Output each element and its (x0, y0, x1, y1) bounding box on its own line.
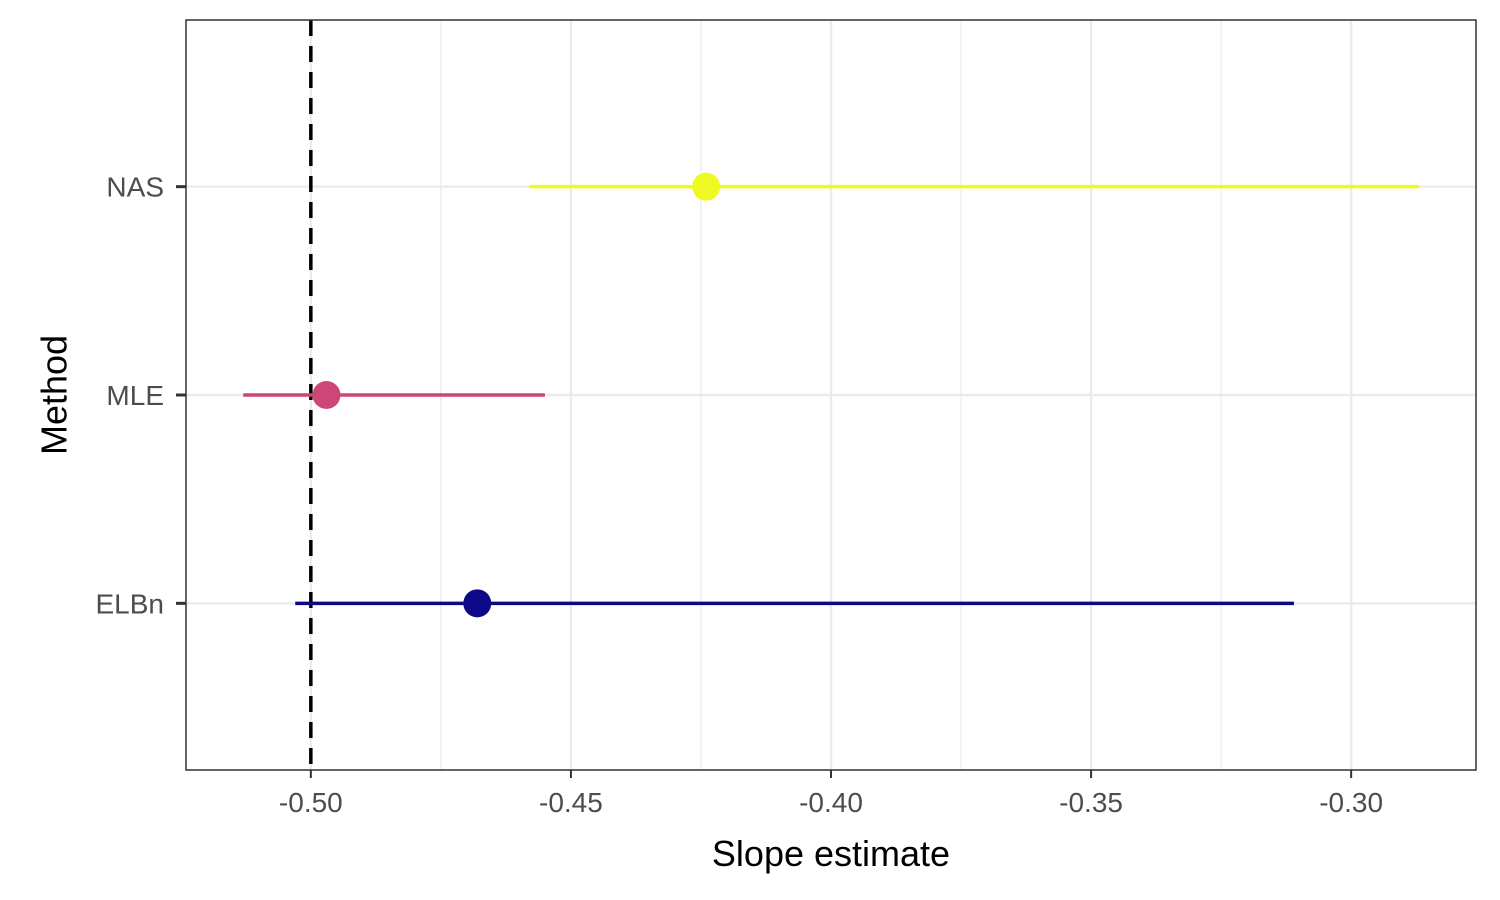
x-tick-label: -0.50 (279, 787, 343, 818)
interval-marks (243, 172, 1419, 618)
point-nas (692, 172, 721, 201)
x-tick-label: -0.35 (1059, 787, 1123, 818)
point-elbn (463, 589, 492, 618)
y-axis-title: Method (34, 335, 75, 455)
x-axis: -0.50 -0.45 -0.40 -0.35 -0.30 (279, 770, 1383, 818)
x-axis-title: Slope estimate (712, 833, 950, 874)
y-tick-label: NAS (106, 172, 164, 203)
y-tick-label: ELBn (96, 588, 165, 619)
point-mle (312, 381, 341, 409)
x-tick-label: -0.30 (1319, 787, 1383, 818)
x-tick-label: -0.45 (539, 787, 603, 818)
y-tick-label: MLE (106, 380, 164, 411)
x-tick-label: -0.40 (799, 787, 863, 818)
y-axis: ELBn MLE NAS (96, 172, 186, 619)
